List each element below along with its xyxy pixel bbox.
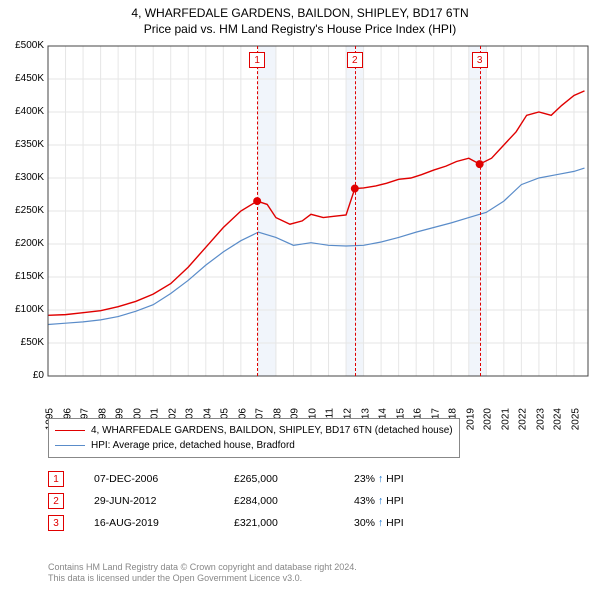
- sale-marker-2: 2: [347, 52, 363, 68]
- sale-row: 1 07-DEC-2006 £265,000 23% ↑ HPI: [48, 468, 404, 490]
- legend-swatch: [55, 445, 85, 446]
- legend: 4, WHARFEDALE GARDENS, BAILDON, SHIPLEY,…: [48, 418, 460, 458]
- x-tick-label: 2024: [553, 408, 564, 430]
- sale-delta: 30% ↑ HPI: [354, 517, 404, 529]
- sale-marker-icon: 1: [48, 471, 64, 487]
- y-tick-label: £300K: [4, 172, 44, 183]
- x-tick-label: 2025: [570, 408, 581, 430]
- y-tick-label: £50K: [4, 337, 44, 348]
- x-tick-label: 2022: [518, 408, 529, 430]
- x-tick-label: 2019: [465, 408, 476, 430]
- sale-marker-icon: 3: [48, 515, 64, 531]
- sale-marker-1: 1: [249, 52, 265, 68]
- sale-date: 07-DEC-2006: [94, 473, 204, 485]
- footer-line-1: Contains HM Land Registry data © Crown c…: [48, 562, 357, 573]
- y-tick-label: £350K: [4, 139, 44, 150]
- legend-label: HPI: Average price, detached house, Brad…: [91, 440, 295, 451]
- sale-date: 29-JUN-2012: [94, 495, 204, 507]
- sale-marker-icon: 2: [48, 493, 64, 509]
- sales-table: 1 07-DEC-2006 £265,000 23% ↑ HPI 2 29-JUN-201…: [48, 468, 404, 534]
- y-tick-label: £200K: [4, 238, 44, 249]
- sale-price: £265,000: [234, 473, 324, 485]
- legend-swatch: [55, 430, 85, 431]
- sale-row: 2 29-JUN-2012 £284,000 43% ↑ HPI: [48, 490, 404, 512]
- footer-line-2: This data is licensed under the Open Gov…: [48, 573, 357, 584]
- sale-row: 3 16-AUG-2019 £321,000 30% ↑ HPI: [48, 512, 404, 534]
- x-tick-label: 2020: [483, 408, 494, 430]
- sale-price: £321,000: [234, 517, 324, 529]
- x-tick-label: 2023: [535, 408, 546, 430]
- sale-marker-3: 3: [472, 52, 488, 68]
- legend-row: 4, WHARFEDALE GARDENS, BAILDON, SHIPLEY,…: [55, 423, 453, 438]
- y-tick-label: £100K: [4, 304, 44, 315]
- y-tick-label: £500K: [4, 40, 44, 51]
- sale-delta: 43% ↑ HPI: [354, 495, 404, 507]
- footer-text: Contains HM Land Registry data © Crown c…: [48, 562, 357, 585]
- y-tick-label: £400K: [4, 106, 44, 117]
- sale-delta: 23% ↑ HPI: [354, 473, 404, 485]
- sale-date: 16-AUG-2019: [94, 517, 204, 529]
- y-tick-label: £450K: [4, 73, 44, 84]
- legend-label: 4, WHARFEDALE GARDENS, BAILDON, SHIPLEY,…: [91, 425, 453, 436]
- sale-price: £284,000: [234, 495, 324, 507]
- x-tick-label: 2021: [500, 408, 511, 430]
- y-tick-label: £0: [4, 370, 44, 381]
- legend-row: HPI: Average price, detached house, Brad…: [55, 438, 453, 453]
- y-tick-label: £250K: [4, 205, 44, 216]
- y-tick-label: £150K: [4, 271, 44, 282]
